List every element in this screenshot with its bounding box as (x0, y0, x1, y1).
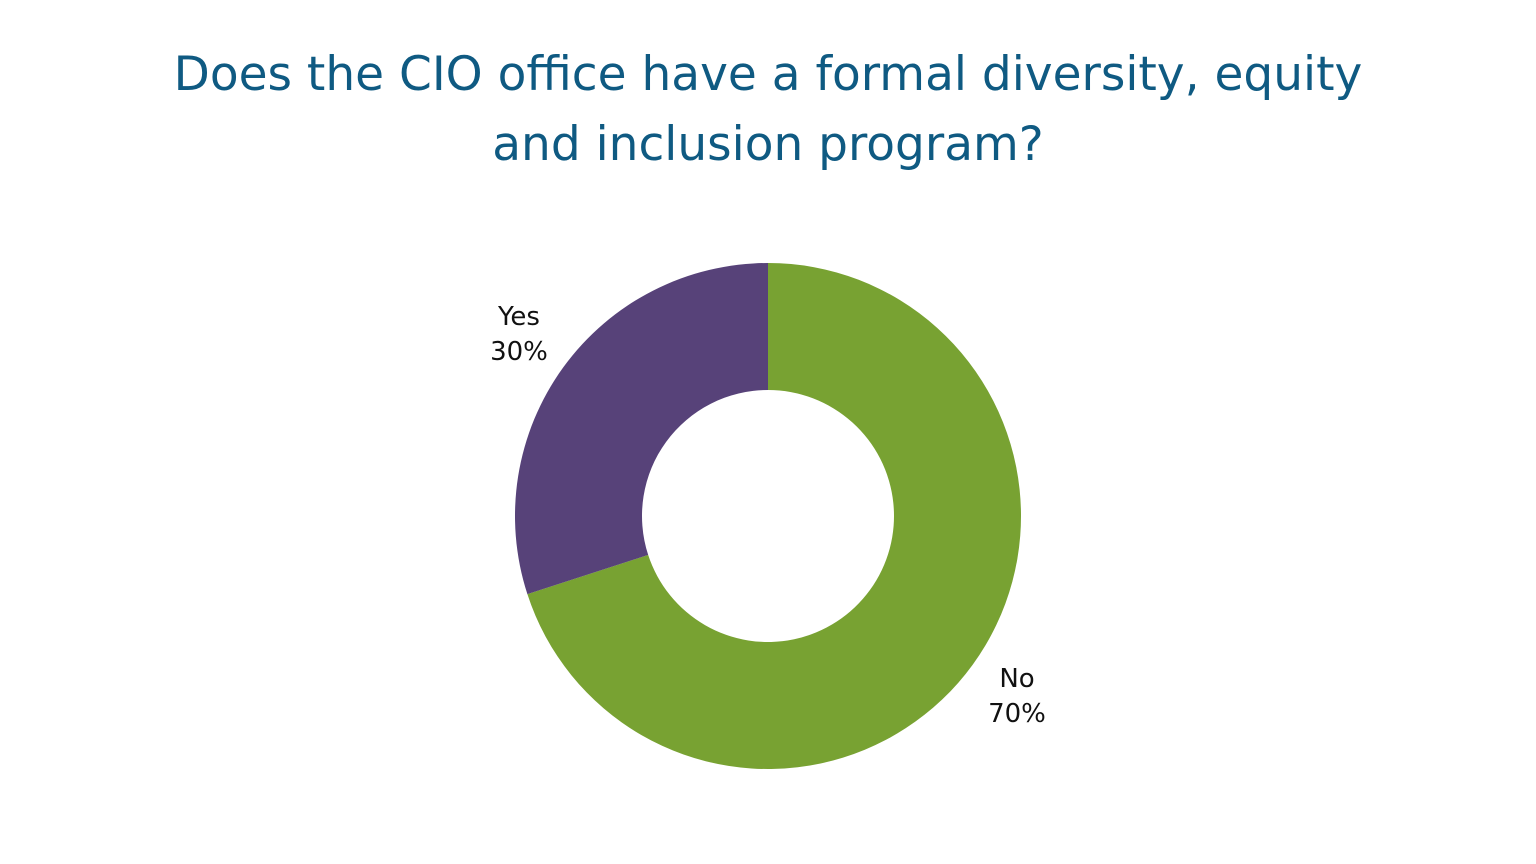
category-label-no: No (999, 664, 1035, 694)
value-label-no: 70% (988, 699, 1046, 729)
data-label-yes: Yes 30% (478, 300, 560, 370)
slice-yes (514, 263, 768, 595)
slice-no (527, 263, 1021, 769)
title-line-1: Does the CIO office have a formal divers… (173, 47, 1363, 102)
chart-title: Does the CIO office have a formal divers… (0, 40, 1536, 180)
title-line-2: and inclusion program? (492, 117, 1044, 172)
value-label-yes: 30% (490, 337, 548, 367)
category-label-yes: Yes (498, 302, 540, 332)
data-label-no: No 70% (976, 662, 1058, 732)
